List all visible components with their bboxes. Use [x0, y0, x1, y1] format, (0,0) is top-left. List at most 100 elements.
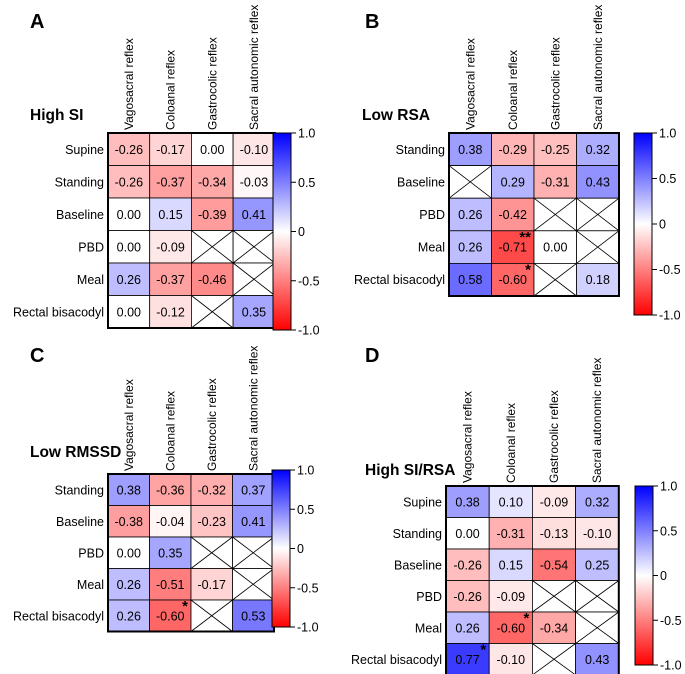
- heatmap-panel-a: A High SI -0.26 -0.17 0.00 -0.10 -0.26 -0.37 -0.…: [13, 5, 320, 338]
- cell-value: -0.10: [583, 527, 612, 541]
- heatmap-cell: [532, 580, 577, 613]
- column-label: Vagosacral reflex: [122, 379, 136, 471]
- heatmap-cell: -0.26: [445, 580, 490, 613]
- cell-value: -0.26: [453, 558, 482, 572]
- cell-value: -0.17: [156, 143, 185, 157]
- cell-fill: [532, 485, 577, 518]
- colorbar-tick-label: 0.5: [297, 503, 314, 517]
- heatmap-cell: -0.17: [190, 568, 233, 601]
- cell-value: 0.00: [200, 143, 224, 157]
- colorbar-tick-label: 1.0: [298, 127, 315, 141]
- cell-value: -0.26: [453, 590, 482, 604]
- cross-line: [533, 197, 577, 232]
- heatmap-cell: -0.37: [149, 262, 192, 296]
- cell-fill: [532, 611, 577, 644]
- column-label: Gastrocolic reflex: [548, 37, 562, 130]
- cell-value: -0.12: [156, 305, 185, 319]
- cell-value: -0.34: [540, 621, 569, 635]
- heatmap-cell: 0.00: [533, 230, 577, 264]
- cell-fill: [533, 165, 577, 199]
- heatmap-cell: 0.26: [107, 599, 150, 632]
- cell-fill: [232, 197, 276, 231]
- panel-title: High SI/RSA: [365, 462, 455, 479]
- column-label: Sacral autonomic reflex: [247, 5, 261, 130]
- heatmap-cell: [190, 230, 234, 264]
- cell-value: -0.37: [156, 175, 185, 189]
- row-label: Standing: [55, 175, 104, 189]
- heatmap-cell: [232, 536, 275, 569]
- heatmap-cell: -0.37: [149, 165, 192, 199]
- colorbar-bar: [634, 485, 654, 666]
- column-label: Vagosacral reflex: [122, 38, 136, 130]
- row-label: PBD: [419, 208, 445, 222]
- cell-value: 0.29: [501, 175, 525, 189]
- column-label: Vagosacral reflex: [461, 391, 475, 483]
- cell-fill: [575, 643, 620, 674]
- row-label: Baseline: [397, 175, 445, 189]
- row-label: Meal: [418, 241, 445, 255]
- panel-title: High SI: [30, 107, 83, 124]
- heatmap-cell: -0.38: [107, 505, 150, 538]
- heatmap-cell: [576, 230, 620, 264]
- cell-fill: [149, 165, 192, 199]
- cell-fill: [488, 643, 533, 674]
- colorbar: 1.0 0.5 0 -0.5 -1.0: [272, 127, 320, 338]
- heatmap-cell: [575, 611, 620, 644]
- cross-line: [576, 230, 620, 264]
- cell-value: -0.46: [198, 273, 227, 287]
- cell-value: 0.41: [241, 515, 265, 529]
- column-label: Vagosacral reflex: [463, 38, 477, 130]
- grid-border: [448, 132, 620, 297]
- panel-title: Low RMSSD: [30, 444, 121, 461]
- heatmap-cell: 0.43: [575, 643, 620, 674]
- row-label: Rectal bisacodyl: [354, 273, 445, 287]
- cell-value: 0.43: [585, 653, 609, 667]
- heatmap-cell: -0.26: [445, 548, 490, 581]
- cell-fill: [576, 132, 620, 166]
- cell-value: -0.09: [540, 495, 569, 509]
- cell-value: 0.35: [158, 546, 182, 560]
- cell-value: 0.26: [458, 241, 482, 255]
- heatmap-cell: 0.00: [107, 230, 151, 264]
- heatmap-cell: -0.10: [488, 643, 533, 674]
- cell-fill: [576, 262, 620, 297]
- heatmap-cell: -0.10: [575, 517, 620, 550]
- heatmap-cell: -0.51: [149, 568, 192, 601]
- row-label: PBD: [78, 240, 104, 254]
- cell-value: 0.15: [499, 558, 523, 572]
- heatmap-cell: -0.36: [149, 473, 192, 506]
- cell-value: 0.38: [458, 143, 482, 157]
- cell-value: 0.00: [117, 240, 141, 254]
- column-label: Gastrocolic reflex: [205, 378, 219, 471]
- heatmap-cell: -0.39: [190, 197, 234, 231]
- cell-value: 0.00: [543, 241, 567, 255]
- cell-fill: [149, 197, 192, 231]
- heatmap-cell: [532, 643, 577, 674]
- colorbar: 1.0 0.5 0 -0.5 -1.0: [271, 464, 319, 635]
- row-label: PBD: [78, 546, 104, 560]
- row-label: Rectal bisacodyl: [13, 609, 104, 623]
- cell-value: 0.38: [455, 495, 479, 509]
- panel-letter: C: [30, 345, 44, 367]
- colorbar-tick-label: 0: [660, 569, 667, 583]
- cell-value: 0.32: [586, 143, 610, 157]
- colorbar-bar: [271, 469, 291, 628]
- row-label: PBD: [416, 590, 442, 604]
- heatmap-cell: -0.10: [232, 132, 276, 166]
- cross-line: [232, 568, 275, 601]
- cell-value: -0.51: [156, 578, 185, 592]
- cell-value: 0.37: [241, 483, 265, 497]
- cell-value: -0.42: [499, 208, 528, 222]
- cell-value: -0.60: [497, 621, 526, 635]
- cell-fill: [491, 132, 535, 166]
- heatmap-cell: 0.00: [445, 517, 490, 550]
- grid-border: [445, 485, 620, 674]
- column-label: Sacral autonomic reflex: [590, 358, 604, 483]
- cell-value: 0.10: [499, 495, 523, 509]
- cell-value: 0.18: [586, 273, 610, 287]
- heatmap-cell: [190, 536, 233, 569]
- colorbar: 1.0 0.5 0 -0.5 -1.0: [633, 127, 681, 323]
- cell-value: 0.26: [117, 578, 141, 592]
- column-label: Coloanal reflex: [506, 50, 520, 130]
- colorbar: 1.0 0.5 0 -0.5 -1.0: [634, 480, 682, 673]
